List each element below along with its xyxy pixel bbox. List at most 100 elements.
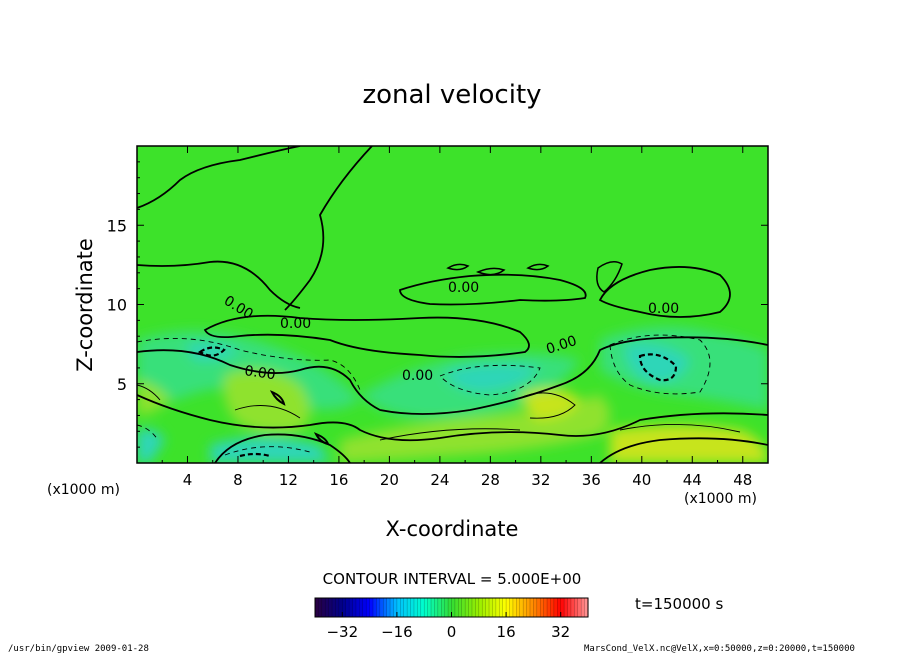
colorbar-swatch	[502, 598, 507, 617]
colorbar-ticks: −32 −16 0 16 32	[326, 612, 570, 641]
colorbar-swatch	[533, 598, 538, 617]
colorbar-swatch	[506, 598, 511, 617]
y-tick-label: 10	[107, 296, 127, 315]
colorbar-swatch	[424, 598, 429, 617]
y-axis-label: Z-coordinate	[73, 238, 97, 372]
colorbar-swatch	[376, 598, 381, 617]
colorbar-swatch	[550, 598, 555, 617]
x-tick-label: 40	[632, 471, 651, 489]
colorbar-swatch	[393, 598, 398, 617]
colorbar-tick-label: −32	[326, 623, 358, 641]
colorbar-swatch	[560, 598, 565, 617]
colorbar-swatch	[475, 598, 480, 617]
colorbar-swatch	[338, 598, 343, 617]
colorbar-swatch	[543, 598, 548, 617]
x-tick-label: 32	[531, 471, 550, 489]
contour-label: 0.00	[402, 368, 433, 384]
y-tick-label: 15	[107, 216, 127, 235]
colorbar-swatch	[407, 598, 412, 617]
colorbar-swatch	[529, 598, 534, 617]
colorbar-swatch	[355, 598, 360, 617]
colorbar-swatch	[359, 598, 364, 617]
colorbar-tick-label: 16	[497, 623, 516, 641]
field-region	[445, 364, 540, 392]
colorbar-swatch	[342, 598, 347, 617]
colorbar-swatch	[403, 598, 408, 617]
colorbar-swatch	[516, 598, 521, 617]
x-tick-label: 28	[481, 471, 500, 489]
colorbar-swatch	[512, 598, 517, 617]
colorbar-swatch	[417, 598, 422, 617]
footer-left: /usr/bin/gpview 2009-01-28	[8, 644, 149, 654]
colorbar-swatch	[441, 598, 446, 617]
field-region	[610, 425, 768, 463]
colorbar-swatch	[410, 598, 415, 617]
colorbar-swatch	[373, 598, 378, 617]
y-tick-label: 5	[117, 375, 127, 394]
colorbar-swatch	[553, 598, 558, 617]
colorbar-swatch	[478, 598, 483, 617]
colorbar-swatch	[523, 598, 528, 617]
colorbar-tick-label: −16	[381, 623, 413, 641]
colorbar-swatch	[444, 598, 449, 617]
colorbar-swatch	[581, 598, 586, 617]
colorbar-swatch	[547, 598, 552, 617]
colorbar-swatch	[485, 598, 490, 617]
colorbar-swatch	[557, 598, 562, 617]
colorbar-swatch	[574, 598, 579, 617]
colorbar-swatch	[434, 598, 439, 617]
colorbar-swatch	[328, 598, 333, 617]
x-tick-label: 16	[329, 471, 348, 489]
contour-label: 0.00	[280, 316, 311, 332]
footer-right: MarsCond_VelX.nc@VelX,x=0:50000,z=0:2000…	[584, 644, 855, 654]
contour-label: 0.00	[243, 363, 276, 383]
colorbar-swatch	[332, 598, 337, 617]
field-region	[210, 437, 330, 463]
time-label: t=150000 s	[635, 595, 723, 613]
colorbar-swatch	[564, 598, 569, 617]
field-region	[137, 428, 165, 463]
colorbar-swatch	[536, 598, 541, 617]
colorbar-swatch	[369, 598, 374, 617]
x-tick-label: 4	[183, 471, 193, 489]
x-tick-label: 24	[430, 471, 449, 489]
chart-title: zonal velocity	[362, 80, 541, 110]
x-unit-right: (x1000 m)	[684, 491, 757, 507]
x-tick-label: 8	[233, 471, 243, 489]
colorbar-swatch	[540, 598, 545, 617]
colorbar-swatch	[468, 598, 473, 617]
colorbar-swatch	[383, 598, 388, 617]
colorbar	[314, 598, 589, 617]
colorbar-swatch	[584, 598, 589, 617]
colorbar-swatch	[318, 598, 323, 617]
contour-label: 0.00	[448, 280, 479, 296]
colorbar-swatch	[482, 598, 487, 617]
colorbar-swatch	[577, 598, 582, 617]
colorbar-swatch	[396, 598, 401, 617]
x-axis: 4 8 12 16 20 24 28 32 36 40 44 48	[161, 146, 752, 489]
colorbar-swatch	[489, 598, 494, 617]
colorbar-swatch	[352, 598, 357, 617]
colorbar-swatch	[471, 598, 476, 617]
colorbar-swatch	[335, 598, 340, 617]
x-tick-label: 36	[582, 471, 601, 489]
colorbar-swatch	[315, 598, 320, 617]
colorbar-swatch	[526, 598, 531, 617]
colorbar-tick-label: 0	[447, 623, 457, 641]
x-unit-left: (x1000 m)	[47, 482, 120, 498]
contour-interval-label: CONTOUR INTERVAL = 5.000E+00	[323, 570, 582, 588]
colorbar-swatch	[492, 598, 497, 617]
colorbar-swatch	[461, 598, 466, 617]
colorbar-swatch	[437, 598, 442, 617]
colorbar-swatch	[570, 598, 575, 617]
colorbar-swatch	[465, 598, 470, 617]
colorbar-swatch	[495, 598, 500, 617]
y-axis: 5 10 15	[107, 161, 768, 448]
colorbar-swatch	[321, 598, 326, 617]
colorbar-swatch	[427, 598, 432, 617]
colorbar-swatch	[349, 598, 354, 617]
colorbar-swatch	[448, 598, 453, 617]
field-region	[185, 343, 240, 361]
colorbar-swatch	[509, 598, 514, 617]
